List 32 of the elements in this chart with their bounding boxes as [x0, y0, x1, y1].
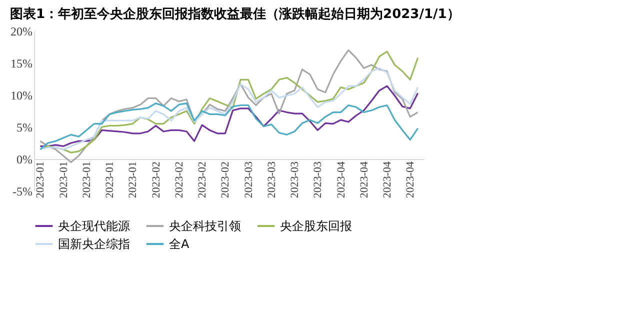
legend-label: 央企科技引领 — [169, 219, 241, 233]
x-tick-label: 2023-02 — [220, 162, 232, 198]
x-tick-label: 2023-04 — [382, 161, 394, 198]
y-tick-label: 0% — [16, 152, 32, 166]
line-series — [39, 85, 419, 147]
x-tick-label: 2023-01 — [104, 162, 116, 198]
x-tick-label: 2023-03 — [289, 161, 302, 198]
chart-title: 图表1：年初至今央企股东回报指数收益最佳（涨跌幅起始日期为2023/1/1） — [10, 6, 460, 22]
x-tick-label: 2023-03 — [266, 161, 278, 198]
x-tick-label: 2023-02 — [196, 162, 209, 198]
y-tick-label: -5% — [12, 184, 32, 198]
legend-label: 央企股东回报 — [280, 219, 352, 233]
x-tick-label: 2023-01 — [58, 162, 70, 198]
x-tick-label: 2023-02 — [150, 162, 162, 198]
x-tick-label: 2023-04 — [335, 161, 348, 198]
y-tick-label: 15% — [10, 56, 32, 70]
y-tick-label: 20% — [10, 24, 32, 38]
x-tick-label: 2023-04 — [358, 161, 370, 198]
legend-label: 央企现代能源 — [58, 219, 130, 233]
x-tick-label: 2023-01 — [127, 162, 140, 198]
y-tick-label: 5% — [16, 120, 32, 134]
x-tick-label: 2023-02 — [173, 162, 186, 198]
x-tick-label: 2023-04 — [404, 161, 417, 198]
legend-label: 国新央企综指 — [58, 237, 130, 251]
y-tick-label: 10% — [10, 88, 32, 102]
line-series — [39, 102, 419, 150]
legend-label: 全A — [169, 237, 190, 251]
x-tick-label: 2023-01 — [80, 162, 93, 198]
line-series — [39, 67, 419, 150]
x-tick-label: 2023-03 — [312, 161, 324, 198]
x-tick-label: 2023-01 — [34, 162, 47, 198]
x-tick-label: 2023-03 — [242, 161, 255, 198]
